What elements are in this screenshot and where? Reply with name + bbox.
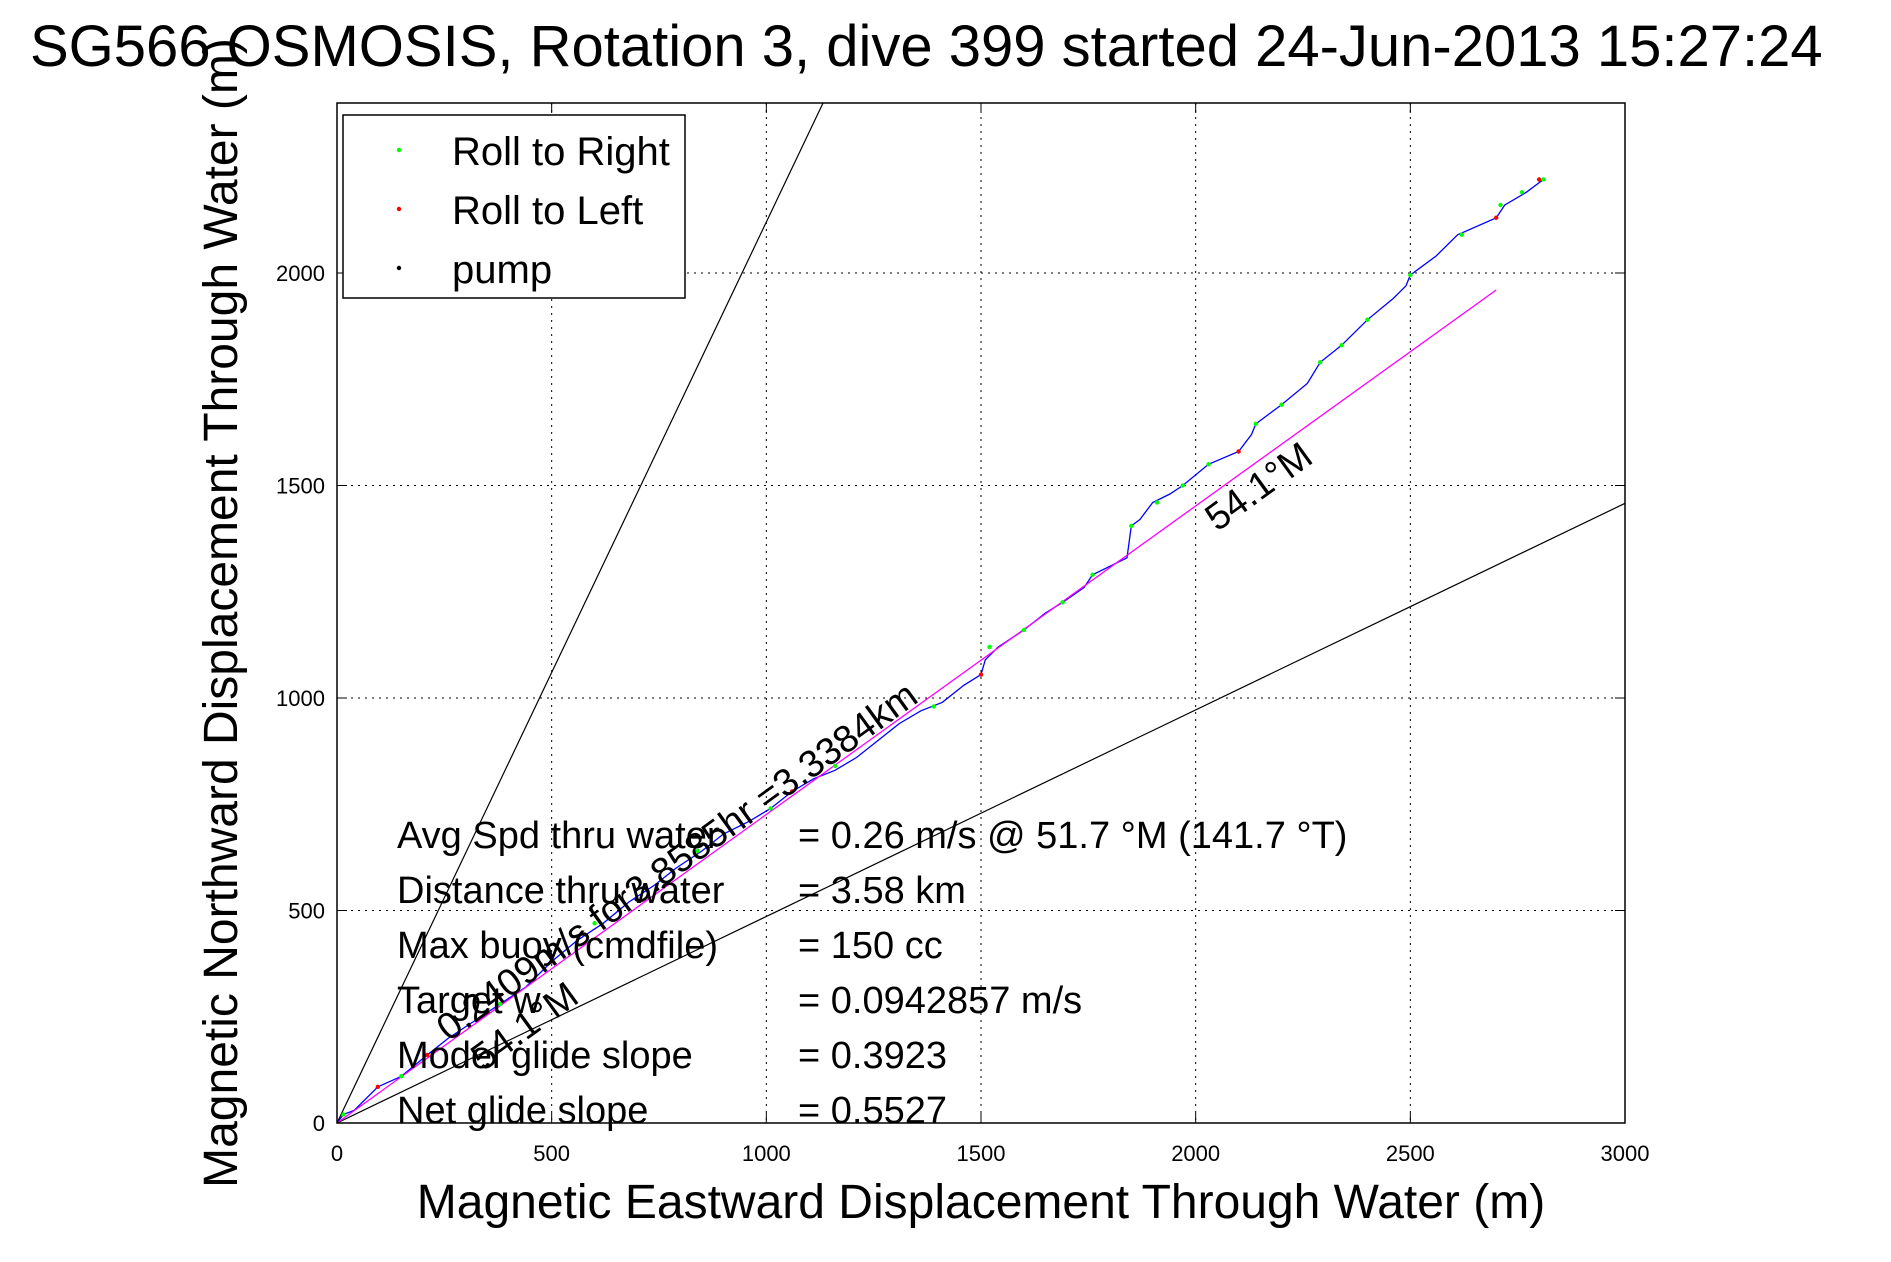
x-tick-label: 1000 (742, 1141, 791, 1166)
roll-right-point (1060, 600, 1065, 605)
roll-right-point (1365, 317, 1370, 322)
x-tick-label: 1500 (957, 1141, 1006, 1166)
roll-right-point (1180, 483, 1185, 488)
roll-right-point (987, 644, 992, 650)
legend-label: pump (452, 248, 552, 292)
y-tick-label: 2000 (276, 261, 325, 286)
reference-line (337, 502, 1625, 1123)
stats-block: Avg Spd thru water = 0.26 m/s @ 51.7 °M (… (397, 815, 1347, 1132)
x-axis-ticks: 0 500 1000 1500 2000 2500 3000 (331, 103, 1650, 1166)
reference-lines (337, 103, 1625, 1123)
stats-label: Net glide slope (397, 1090, 648, 1132)
roll-right-point (1498, 202, 1503, 208)
roll-right-point (1541, 177, 1546, 182)
roll-right-point (1339, 343, 1344, 348)
roll-right-point (768, 806, 773, 811)
stats-label: Distance thru water (397, 870, 725, 912)
roll-left-point (1536, 177, 1542, 182)
heading-line-series (337, 289, 1497, 1123)
roll-right-point (592, 921, 597, 926)
legend-marker (396, 147, 402, 153)
roll-right-point (399, 1074, 404, 1079)
roll-left-point (978, 672, 984, 677)
legend-label: Roll to Right (452, 130, 670, 174)
roll-right-point (832, 763, 838, 769)
x-tick-label: 500 (533, 1141, 570, 1166)
stats-label: Model glide slope (397, 1035, 693, 1077)
stats-value: = 0.26 m/s @ 51.7 °M (141.7 °T) (798, 815, 1347, 857)
roll-right-point (1206, 462, 1211, 467)
x-axis-label: Magnetic Eastward Displacement Through W… (417, 1176, 1545, 1229)
roll-left-point (424, 1052, 430, 1058)
roll-right-point (497, 1001, 503, 1007)
roll-right-point (1459, 232, 1465, 237)
roll-right-point (931, 704, 936, 709)
y-tick-label: 1000 (276, 686, 325, 711)
roll-right-point (695, 848, 700, 854)
roll-right-point (1253, 421, 1258, 427)
roll-right-point (1408, 272, 1413, 278)
legend-label: Roll to Left (452, 189, 643, 233)
stats-value: = 0.0942857 m/s (798, 980, 1082, 1022)
track-series (337, 178, 1544, 1123)
y-tick-label: 1500 (276, 474, 325, 499)
stats-label: Max buoy (cmdfile) (397, 925, 718, 967)
roll-right-point (1154, 500, 1160, 505)
x-tick-label: 2500 (1386, 1141, 1435, 1166)
roll-right-point (1317, 360, 1323, 365)
y-tick-label: 0 (313, 1111, 325, 1136)
reference-line (337, 103, 824, 1123)
x-tick-label: 0 (331, 1141, 343, 1166)
legend: Roll to Right Roll to Left pump (342, 114, 686, 299)
roll-right-point (1519, 190, 1525, 195)
roll-right-point (1021, 627, 1027, 633)
stats-value: = 0.3923 (798, 1035, 947, 1077)
stats-value: = 150 cc (798, 925, 943, 967)
y-axis-label: Magnetic Northward Displacement Through … (195, 38, 248, 1188)
roll-left-point (375, 1084, 380, 1090)
roll-right-point (341, 1112, 346, 1117)
chart-title: SG566 OSMOSIS, Rotation 3, dive 399 star… (30, 14, 1823, 79)
stats-value: = 0.5527 (798, 1090, 947, 1132)
stats-label: Target w (397, 980, 541, 1022)
stats-value: = 3.58 km (798, 870, 966, 912)
series-layer (337, 178, 1544, 1123)
roll-left-point (789, 789, 795, 794)
x-tick-label: 3000 (1601, 1141, 1650, 1166)
legend-marker (396, 265, 402, 271)
legend-marker (396, 206, 402, 212)
roll-left-point (1236, 449, 1241, 454)
roll-right-point (1279, 402, 1284, 407)
roll-left-point (1494, 215, 1499, 220)
marker-layer (337, 177, 1546, 1123)
y-tick-label: 500 (288, 899, 325, 924)
stats-label: Avg Spd thru water (397, 815, 720, 857)
x-tick-label: 2000 (1171, 1141, 1220, 1166)
roll-right-point (1129, 523, 1134, 529)
roll-right-point (1090, 572, 1095, 577)
roll-left-point (549, 959, 554, 964)
